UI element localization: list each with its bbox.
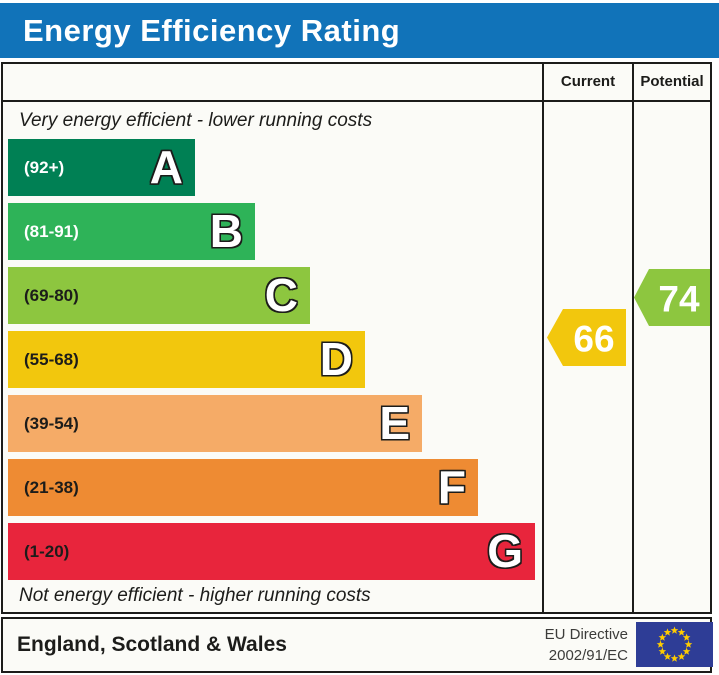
- title-bar: Energy Efficiency Rating: [0, 3, 719, 58]
- band-range-label: (81-91): [24, 222, 79, 241]
- band-row-g: (1-20) G: [8, 523, 535, 580]
- current-rating-value: 66: [573, 319, 614, 360]
- potential-tag-shape: [634, 269, 710, 326]
- band-range-label: (39-54): [24, 414, 79, 433]
- band-row-a: (92+) A: [8, 139, 195, 196]
- bottom-note: Not energy efficient - higher running co…: [19, 585, 371, 606]
- band-range-label: (69-80): [24, 286, 79, 305]
- band-letter: B: [209, 205, 243, 257]
- top-note: Very energy efficient - lower running co…: [19, 110, 373, 131]
- column-header-current: Current: [560, 73, 616, 90]
- column-divider-potential: [632, 64, 634, 612]
- current-rating-tag: 66: [547, 309, 626, 371]
- page-title: Energy Efficiency Rating: [23, 13, 401, 48]
- band-row-b: (81-91) B: [8, 203, 255, 260]
- header-divider: [3, 100, 710, 102]
- band-letter: D: [319, 333, 353, 385]
- band-row-c: (69-80) C: [8, 267, 310, 324]
- band-row-d: (55-68) D: [8, 331, 365, 388]
- band-letter: E: [379, 397, 410, 449]
- band-row-e: (39-54) E: [8, 395, 422, 452]
- current-tag-shape: [547, 309, 626, 366]
- band-range-label: (21-38): [24, 478, 79, 497]
- potential-rating-value: 74: [658, 279, 700, 320]
- band-letter: G: [487, 525, 523, 577]
- region-label: England, Scotland & Wales: [17, 633, 287, 656]
- eu-flag-icon: [636, 622, 713, 667]
- band-range-label: (92+): [24, 158, 65, 177]
- band-letter: C: [264, 269, 298, 321]
- band-letter: F: [437, 461, 466, 513]
- column-divider-current: [542, 64, 544, 612]
- eu-directive-line1: EU Directive: [544, 626, 628, 643]
- band-range-label: (55-68): [24, 350, 79, 369]
- eu-directive-text: EU Directive 2002/91/EC: [443, 624, 628, 666]
- eu-directive-line2: 2002/91/EC: [548, 647, 628, 664]
- band-row-f: (21-38) F: [8, 459, 478, 516]
- footer-bar: England, Scotland & Wales EU Directive 2…: [1, 617, 713, 673]
- band-range-label: (1-20): [24, 542, 70, 561]
- rating-table: Current Potential Very energy efficient …: [1, 62, 712, 614]
- column-header-potential: Potential: [640, 73, 704, 90]
- band-letter: A: [149, 141, 183, 193]
- potential-rating-tag: 74: [634, 269, 710, 331]
